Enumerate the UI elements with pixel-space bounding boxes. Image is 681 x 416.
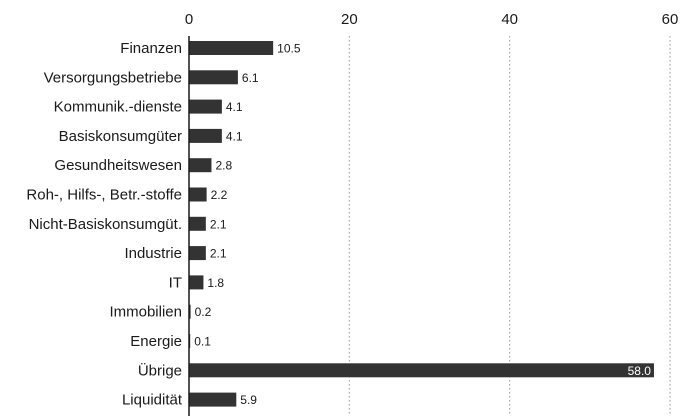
bar-3 — [189, 99, 222, 114]
value-label-2: 6.1 — [242, 71, 259, 85]
x-axis-ticks: 0 20 40 60 — [185, 11, 679, 28]
bar-7 — [189, 216, 206, 231]
bar-5 — [189, 158, 212, 173]
category-label-11: Energie — [130, 333, 182, 350]
bar-13 — [189, 392, 237, 407]
value-labels: 10.5 6.1 4.1 4.1 2.8 2.2 2.1 2.1 1.8 0.2 0.1 58.0 5.… — [194, 42, 651, 408]
category-label-3: Kommunik.-dienste — [54, 99, 182, 116]
value-label-6: 2.2 — [211, 188, 228, 202]
value-label-8: 2.1 — [210, 247, 227, 261]
category-labels: Finanzen Versorgungsbetriebe Kommunik.-die… — [26, 40, 182, 409]
x-tick-label-0: 0 — [185, 11, 193, 28]
value-label-10: 0.2 — [195, 305, 212, 319]
value-label-9: 1.8 — [207, 276, 224, 290]
grid-lines — [348, 36, 671, 416]
category-label-4: Basiskonsumgüter — [59, 128, 182, 145]
category-label-12: Übrige — [138, 361, 182, 379]
bar-2 — [189, 70, 238, 85]
value-label-5: 2.8 — [215, 159, 232, 173]
value-label-11: 0.1 — [194, 335, 211, 349]
value-label-12: 58.0 — [628, 364, 652, 378]
category-label-2: Versorgungsbetriebe — [44, 69, 182, 86]
x-tick-label-20: 20 — [341, 11, 358, 28]
bar-4 — [189, 128, 222, 143]
bars — [189, 41, 654, 407]
value-label-7: 2.1 — [210, 217, 227, 231]
x-tick-label-40: 40 — [501, 11, 518, 28]
category-label-8: Industrie — [124, 245, 182, 262]
bar-9 — [189, 275, 204, 290]
category-label-9: IT — [169, 274, 182, 291]
category-label-1: Finanzen — [120, 40, 182, 57]
x-tick-label-60: 60 — [662, 11, 679, 28]
category-label-6: Roh-, Hilfs-, Betr.-stoffe — [26, 187, 182, 204]
value-label-13: 5.9 — [240, 393, 257, 407]
bar-8 — [189, 246, 206, 261]
category-label-7: Nicht-Basiskonsumgüt. — [29, 216, 182, 233]
bar-6 — [189, 187, 207, 202]
bar-1 — [189, 41, 274, 55]
bar-10 — [189, 304, 191, 319]
value-label-1: 10.5 — [277, 42, 301, 56]
category-label-13: Liquidität — [122, 392, 183, 409]
category-label-5: Gesundheitswesen — [54, 157, 182, 174]
value-label-3: 4.1 — [226, 100, 243, 114]
value-label-4: 4.1 — [226, 129, 243, 143]
category-label-10: Immobilien — [109, 304, 182, 321]
bar-12 — [189, 363, 654, 378]
